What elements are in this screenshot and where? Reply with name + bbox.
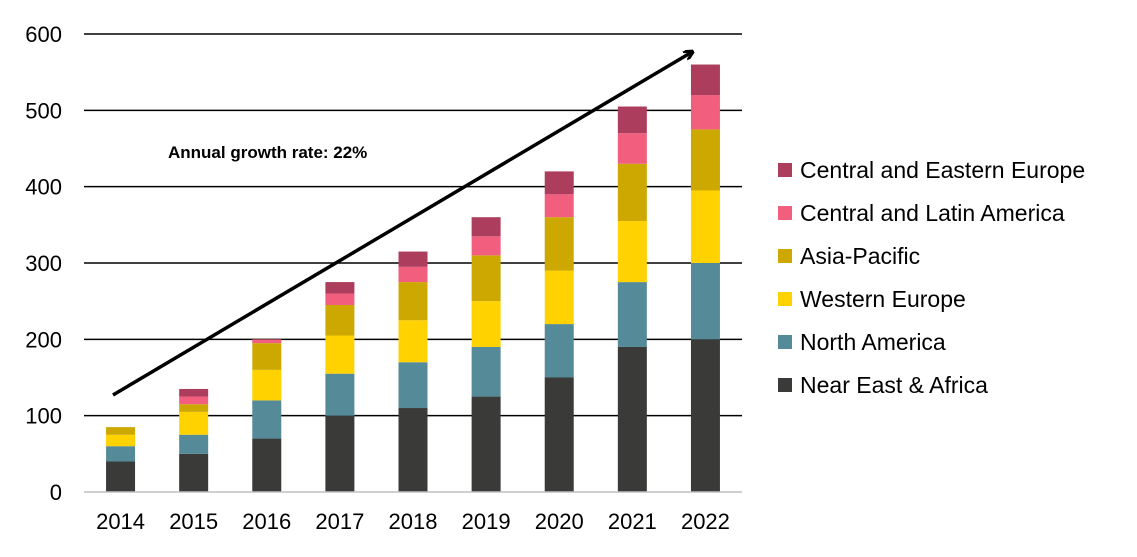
growth-trend-arrow xyxy=(112,52,692,397)
y-tick-label: 0 xyxy=(50,480,62,505)
x-tick-label: 2021 xyxy=(608,509,657,534)
bar-segment xyxy=(544,377,574,492)
legend-label: Asia-Pacific xyxy=(800,243,920,269)
legend-swatch xyxy=(778,163,792,177)
x-tick-label: 2015 xyxy=(169,509,218,534)
bar-segment xyxy=(617,346,647,492)
legend-item: Asia-Pacific xyxy=(778,243,920,269)
bar-segment xyxy=(325,335,355,374)
legend-swatch xyxy=(778,206,792,220)
x-tick-label: 2022 xyxy=(681,509,730,534)
y-tick-label: 500 xyxy=(25,98,62,123)
bar-segment xyxy=(106,427,136,435)
bar-segment xyxy=(398,408,428,492)
bar-segment xyxy=(690,95,720,130)
bar-segment xyxy=(617,221,647,283)
bar-segment xyxy=(617,282,647,347)
legend: Central and Eastern Europe Central and La… xyxy=(778,157,1085,398)
bar-segment xyxy=(106,434,136,447)
bar-segment xyxy=(544,217,574,271)
bar-segment xyxy=(325,282,355,294)
bar-segment xyxy=(398,266,428,283)
legend-label: Central and Eastern Europe xyxy=(800,157,1085,183)
bar-segment xyxy=(471,217,501,237)
annual-growth-annotation: Annual growth rate: 22% xyxy=(168,143,367,162)
bar-segment xyxy=(179,411,209,435)
bar-segment xyxy=(690,190,720,263)
legend-label: North America xyxy=(800,329,946,355)
y-tick-label: 200 xyxy=(25,327,62,352)
axes: 0 100 200 300 400 500 600 2014 2015 2016 2017 2018 2… xyxy=(25,22,742,534)
bar-segment xyxy=(690,263,720,340)
bar-segment xyxy=(617,133,647,164)
bar-segment xyxy=(690,64,720,96)
legend-item: Near East & Africa xyxy=(778,372,988,398)
bar-segment xyxy=(544,324,574,378)
legend-item: Western Europe xyxy=(778,286,966,312)
bar-segment xyxy=(690,339,720,492)
bar-segment xyxy=(544,270,574,325)
bar-segment xyxy=(325,415,355,492)
legend-swatch xyxy=(778,378,792,392)
bar-segment xyxy=(690,129,720,191)
bar-segment xyxy=(617,163,647,222)
bar-segment xyxy=(179,404,209,412)
bar-segment xyxy=(179,453,209,492)
bar-segment xyxy=(252,438,282,492)
y-tick-label: 300 xyxy=(25,251,62,276)
bar-segment xyxy=(179,396,209,405)
bar-segment xyxy=(325,373,355,416)
x-tick-label: 2018 xyxy=(389,509,438,534)
bar-segment xyxy=(252,400,282,439)
bar-segment xyxy=(252,339,282,344)
legend-item: North America xyxy=(778,329,946,355)
bar-segment xyxy=(398,362,428,409)
x-tick-label: 2020 xyxy=(535,509,584,534)
y-tick-label: 100 xyxy=(25,404,62,429)
bar-segment xyxy=(106,461,136,492)
bar-segment xyxy=(179,388,209,397)
bar-segment xyxy=(398,320,428,363)
legend-item: Central and Eastern Europe xyxy=(778,157,1085,183)
bar-segment xyxy=(252,343,282,370)
y-tick-label: 400 xyxy=(25,175,62,200)
bar-segment xyxy=(471,346,501,397)
bar-segment xyxy=(106,446,136,462)
bar-segment xyxy=(398,282,428,321)
x-tick-label: 2014 xyxy=(96,509,145,534)
legend-swatch xyxy=(778,249,792,263)
legend-label: Western Europe xyxy=(800,286,966,312)
legend-swatch xyxy=(778,292,792,306)
bar-segment xyxy=(617,106,647,134)
legend-label: Central and Latin America xyxy=(800,200,1065,226)
bar-segment xyxy=(544,171,574,195)
bar-segment xyxy=(544,194,574,218)
bar-segment xyxy=(325,304,355,336)
legend-item: Central and Latin America xyxy=(778,200,1065,226)
bar-segment xyxy=(471,236,501,256)
y-tick-label: 600 xyxy=(25,22,62,47)
legend-swatch xyxy=(778,335,792,349)
bar-segment xyxy=(398,251,428,267)
bar-segment xyxy=(471,301,501,347)
bar-segment xyxy=(252,369,282,401)
x-tick-label: 2016 xyxy=(242,509,291,534)
bar-segment xyxy=(179,434,209,454)
bar-segment xyxy=(471,255,501,302)
bars xyxy=(106,64,720,492)
x-tick-label: 2017 xyxy=(315,509,364,534)
legend-label: Near East & Africa xyxy=(800,372,988,398)
bar-segment xyxy=(471,396,501,492)
bar-segment xyxy=(325,293,355,305)
x-tick-label: 2019 xyxy=(462,509,511,534)
